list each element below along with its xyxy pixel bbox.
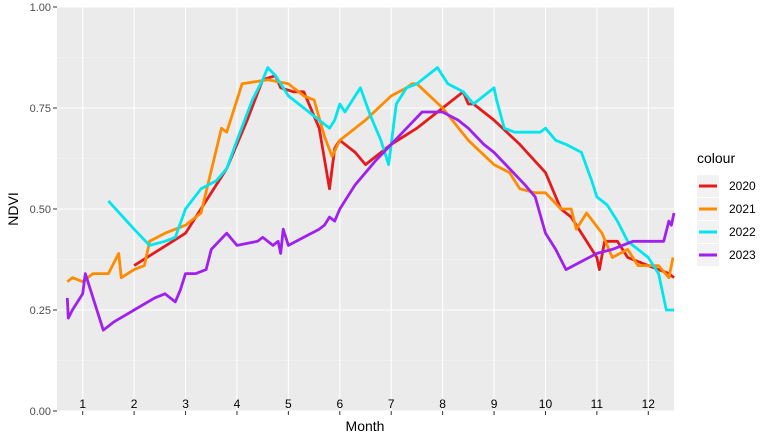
- month-label: 8: [439, 397, 446, 411]
- month-label: 2: [131, 397, 138, 411]
- month-label: 3: [182, 397, 189, 411]
- series-line-2021: [66, 78, 675, 284]
- x-axis-title: Month: [346, 418, 385, 434]
- y-tick-label: 1.00: [30, 2, 51, 14]
- month-label: 1: [79, 397, 86, 411]
- month-label: 5: [285, 397, 292, 411]
- month-label: 12: [642, 397, 656, 411]
- month-label: 10: [539, 397, 553, 411]
- month-label: 7: [388, 397, 395, 411]
- y-tick-label: 0.75: [30, 103, 51, 115]
- series-line-2022: [107, 66, 674, 312]
- y-tick-label: 0.25: [30, 305, 51, 317]
- legend-label: 2022: [729, 225, 756, 239]
- month-label: 4: [234, 397, 241, 411]
- axes: 0.00 0.25 0.50 0.75 1.00: [30, 2, 649, 418]
- month-labels: 1 2 3 4 5 6 7 8 9 10 11 12: [79, 397, 655, 411]
- month-label: 6: [336, 397, 343, 411]
- legend-title: colour: [697, 150, 735, 166]
- series-lines: [65, 66, 676, 332]
- legend-label: 2021: [729, 202, 756, 216]
- y-tick-label: 0.00: [30, 406, 51, 418]
- month-label: 11: [591, 397, 604, 411]
- y-tick-label: 0.50: [30, 204, 51, 216]
- legend-label: 2020: [729, 179, 756, 193]
- month-label: 9: [491, 397, 498, 411]
- y-axis-title: NDVI: [5, 192, 21, 225]
- legend-label: 2023: [729, 248, 756, 262]
- legend: colour 2020 2021 2022 2023: [697, 150, 756, 266]
- series-line-2023: [65, 110, 676, 332]
